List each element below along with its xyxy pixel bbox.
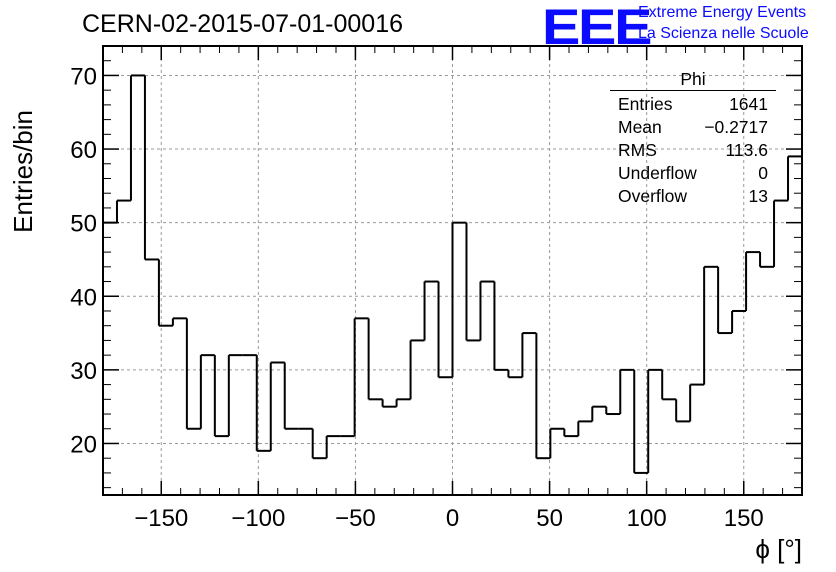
- stats-row-entries: Entries 1641: [610, 93, 776, 116]
- logo-line-1: Extreme Energy Events: [638, 4, 807, 21]
- stats-value: −0.2717: [704, 117, 768, 137]
- stats-label: Entries: [618, 94, 673, 114]
- y-tick-label: 40: [70, 284, 97, 311]
- stats-row-underflow: Underflow 0: [610, 162, 776, 185]
- x-tick-label: 150: [724, 505, 764, 532]
- stats-box: Phi Entries 1641 Mean −0.2717 RMS 113.6 …: [610, 68, 776, 208]
- x-tick-label: 100: [627, 505, 667, 532]
- x-tick-label: 0: [446, 505, 459, 532]
- stats-label: Mean: [618, 117, 662, 137]
- stats-row-overflow: Overflow 13: [610, 185, 776, 208]
- y-tick-label: 50: [70, 211, 97, 238]
- logo-line-2: La Scienza nelle Scuole: [638, 25, 809, 42]
- x-axis-label: ϕ [°]: [755, 534, 802, 564]
- stats-label: Overflow: [618, 186, 688, 206]
- stats-label: Underflow: [618, 163, 697, 183]
- stats-value: 113.6: [725, 140, 769, 160]
- tick-labels: −150 −100 −50 0 50 100 150 20 30 40 50 60 70: [70, 63, 763, 532]
- x-tick-label: −100: [231, 505, 285, 532]
- stats-label: RMS: [618, 140, 657, 160]
- stats-row-rms: RMS 113.6: [610, 139, 776, 162]
- stats-value: 1641: [729, 94, 768, 114]
- x-tick-label: 50: [536, 505, 563, 532]
- stats-title: Phi: [610, 68, 776, 91]
- stats-value: 0: [758, 163, 768, 183]
- stats-row-mean: Mean −0.2717: [610, 116, 776, 139]
- plot-frame: [102, 45, 803, 496]
- histogram-bins: [103, 74, 802, 474]
- x-tick-label: −150: [134, 505, 188, 532]
- y-axis-label: Entries/bin: [8, 110, 38, 233]
- eee-logo: EEE: [542, 0, 652, 55]
- y-tick-label: 60: [70, 137, 97, 164]
- chart-title: CERN-02-2015-07-01-00016: [82, 10, 404, 38]
- y-tick-label: 20: [70, 431, 97, 458]
- stats-value: 13: [748, 186, 768, 206]
- y-tick-label: 30: [70, 358, 97, 385]
- x-tick-label: −50: [335, 505, 376, 532]
- y-tick-label: 70: [70, 63, 97, 90]
